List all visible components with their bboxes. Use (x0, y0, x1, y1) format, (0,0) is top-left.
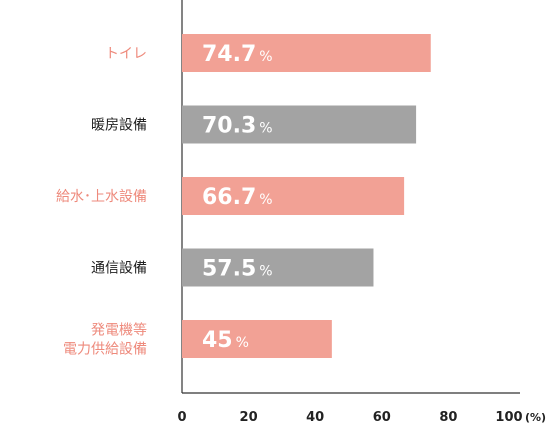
bar-value-suffix: % (259, 192, 272, 208)
x-tick-label-2: 40 (306, 410, 324, 425)
bar-2 (182, 177, 405, 215)
bar-value-number: 45 (202, 328, 233, 353)
bar-value-number: 66.7 (202, 185, 256, 210)
category-label-0: トイレ (105, 46, 147, 62)
bar-value-label-0: 74.7% (202, 42, 273, 67)
bar-value-label-2: 66.7% (202, 185, 273, 210)
x-tick-label-3: 60 (373, 410, 391, 425)
bar-3 (182, 248, 374, 287)
bar-0 (182, 34, 431, 72)
x-tick-label-0: 0 (177, 410, 186, 425)
x-tick-label-5: 100 (495, 410, 522, 425)
bar-value-label-4: 45% (202, 328, 249, 353)
category-label-4-line-0: 発電機等 (91, 322, 147, 339)
x-tick-label-1: 20 (240, 410, 258, 425)
bar-value-number: 57.5 (202, 257, 256, 282)
x-axis-unit-label: (%) (525, 411, 546, 424)
bar-value-suffix: % (236, 335, 249, 351)
bar-value-number: 74.7 (202, 42, 256, 67)
bar-value-suffix: % (259, 264, 272, 280)
x-tick-label-4: 80 (439, 410, 457, 425)
bar-1 (182, 105, 417, 144)
bar-4 (182, 320, 332, 358)
bar-value-label-1: 70.3% (202, 114, 273, 139)
category-label-1: 暖房設備 (91, 118, 147, 134)
bar-value-number: 70.3 (202, 114, 256, 139)
category-label-3: 通信設備 (91, 261, 147, 277)
category-label-4-line-1: 電力供給設備 (63, 342, 147, 358)
bar-value-label-3: 57.5% (202, 257, 273, 282)
bar-value-suffix: % (259, 49, 272, 65)
bar-value-suffix: % (259, 121, 272, 137)
x-axis-ticks: 0 20 40 60 80 100 (%) (177, 410, 546, 425)
category-label-2: 給水･上水設備 (56, 189, 147, 205)
bars-layer: 74.7 % トイレ 70.3 % 暖房設備 66.7 % 給水･上水設備 57.5 % 通信設備 45… (56, 34, 431, 358)
